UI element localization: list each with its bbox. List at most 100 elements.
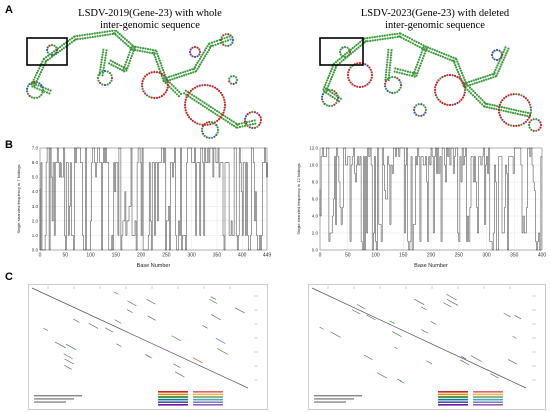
- nucleotide-dot: [404, 69, 407, 72]
- nucleotide-dot: [206, 84, 209, 87]
- nucleotide-dot: [415, 40, 418, 43]
- nucleotide-dot: [493, 58, 496, 61]
- nucleotide-dot: [204, 55, 207, 58]
- nucleotide-dot: [524, 120, 527, 123]
- nucleotide-dot: [388, 91, 391, 94]
- nucleotide-dot: [34, 74, 37, 77]
- dot-plot-segment: [414, 298, 425, 305]
- legend-swatch: [438, 396, 468, 398]
- nucleotide-dot: [123, 41, 126, 44]
- nucleotide-dot: [201, 84, 204, 87]
- nucleotide-dot: [216, 88, 219, 91]
- nucleotide-dot: [517, 109, 520, 112]
- nucleotide-dot: [126, 58, 129, 61]
- nucleotide-dot: [99, 81, 102, 84]
- y-tick-label: 0.0: [32, 248, 39, 253]
- nucleotide-dot: [455, 58, 458, 61]
- nucleotide-dot: [136, 49, 139, 52]
- nucleotide-dot: [211, 107, 214, 110]
- nucleotide-dot: [105, 51, 108, 54]
- nucleotide-dot: [55, 46, 58, 49]
- nucleotide-dot: [398, 35, 401, 38]
- nucleotide-dot: [512, 111, 515, 114]
- nucleotide-dot: [195, 63, 198, 67]
- nucleotide-dot: [416, 61, 420, 64]
- nucleotide-dot: [199, 63, 202, 66]
- nucleotide-dot: [507, 47, 510, 50]
- nucleotide-dot: [477, 77, 480, 80]
- nucleotide-dot: [216, 119, 219, 122]
- nucleotide-dot: [384, 37, 387, 40]
- nucleotide-dot: [366, 37, 369, 40]
- nucleotide-dot: [489, 103, 492, 106]
- nucleotide-dot: [189, 118, 192, 121]
- nucleotide-dot: [389, 59, 392, 62]
- nucleotide-dot: [121, 40, 124, 43]
- nucleotide-dot: [472, 79, 475, 82]
- nucleotide-dot: [537, 128, 540, 131]
- nucleotide-dot: [389, 64, 392, 67]
- nucleotide-dot: [366, 83, 369, 86]
- nucleotide-dot: [189, 53, 192, 56]
- nucleotide-dot: [116, 35, 119, 38]
- nucleotide-dot: [96, 31, 99, 35]
- rna-structure-right: [319, 32, 543, 132]
- nucleotide-dot: [456, 75, 459, 79]
- nucleotide-dot: [498, 103, 501, 106]
- nucleotide-dot: [170, 87, 173, 90]
- nucleotide-dot: [423, 48, 426, 51]
- nucleotide-dot: [348, 79, 351, 82]
- nucleotide-dot: [433, 49, 436, 52]
- nucleotide-dot: [527, 123, 531, 127]
- nucleotide-dot: [385, 63, 388, 66]
- nucleotide-dot: [229, 34, 232, 37]
- nucleotide-dot: [370, 71, 373, 74]
- nucleotide-dot: [112, 64, 115, 67]
- dot-plot-segment: [503, 312, 511, 318]
- y-tick-label: 4.0: [312, 214, 319, 219]
- nucleotide-dot: [424, 111, 427, 114]
- nucleotide-dot: [328, 88, 331, 92]
- nucleotide-dot: [86, 36, 89, 39]
- nucleotide-dot: [150, 71, 153, 74]
- nucleotide-dot: [73, 35, 76, 38]
- nucleotide-dot: [93, 32, 96, 35]
- nucleotide-dot: [125, 39, 128, 42]
- nucleotide-dot: [357, 42, 360, 45]
- nucleotide-dot: [141, 85, 144, 88]
- nucleotide-dot: [103, 61, 106, 64]
- nucleotide-dot: [211, 85, 214, 88]
- nucleotide-dot: [453, 61, 456, 64]
- nucleotide-dot: [526, 114, 529, 118]
- nucleotide-dot: [484, 102, 487, 105]
- nucleotide-dot: [336, 99, 339, 102]
- nucleotide-dot: [437, 53, 440, 57]
- nucleotide-dot: [460, 79, 463, 82]
- nucleotide-dot: [192, 68, 195, 71]
- nucleotide-dot: [387, 48, 390, 51]
- nucleotide-dot: [390, 51, 393, 54]
- nucleotide-dot: [348, 48, 351, 51]
- nucleotide-dot: [141, 82, 144, 85]
- nucleotide-dot: [219, 116, 222, 119]
- y-tick-label: 3.0: [32, 204, 39, 209]
- nucleotide-dot: [251, 123, 254, 126]
- nucleotide-dot: [503, 106, 506, 109]
- nucleotide-dot: [125, 61, 128, 64]
- nucleotide-dot: [193, 121, 197, 124]
- nucleotide-dot: [389, 56, 392, 59]
- nucleotide-dot: [161, 66, 164, 69]
- nucleotide-dot: [493, 104, 496, 107]
- x-tick-label: 100: [86, 253, 95, 259]
- nucleotide-dot: [388, 76, 391, 79]
- nucleotide-dot: [415, 113, 418, 116]
- nucleotide-dot: [191, 119, 194, 122]
- nucleotide-dot: [331, 73, 334, 76]
- nucleotide-dot: [339, 48, 342, 51]
- nucleotide-dot: [203, 134, 206, 137]
- nucleotide-dot: [390, 49, 393, 52]
- nucleotide-dot: [387, 51, 390, 54]
- nucleotide-dot: [198, 84, 201, 87]
- caption-line: [34, 398, 74, 400]
- nucleotide-dot: [396, 71, 399, 74]
